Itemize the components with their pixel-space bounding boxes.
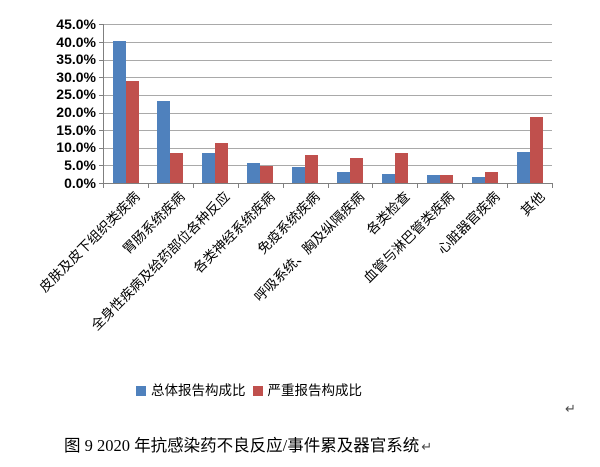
y-tick-label: 20.0% xyxy=(56,104,96,120)
y-tick-0pct xyxy=(99,183,103,184)
legend-swatch-total xyxy=(136,386,146,396)
y-tick-30pct xyxy=(99,77,103,79)
gridline-25pct xyxy=(103,94,552,96)
x-tick xyxy=(282,183,284,188)
x-tick xyxy=(552,183,553,188)
gridline-15pct xyxy=(103,130,552,132)
bar-serious-7 xyxy=(394,152,408,183)
y-tick-40pct xyxy=(99,42,103,43)
x-tick xyxy=(147,183,149,188)
y-tick-25pct xyxy=(99,94,103,96)
bar-total-3 xyxy=(202,153,216,183)
y-tick-label: 35.0% xyxy=(56,51,96,68)
x-tick xyxy=(417,183,419,188)
gridline-30pct xyxy=(103,77,552,79)
bar-serious-4 xyxy=(260,165,274,183)
figure-caption-text: 图 9 2020 年抗感染药不良反应/事件累及器官系统 xyxy=(64,436,420,455)
y-tick-label: 15.0% xyxy=(56,121,96,138)
chart-legend: 总体报告构成比 严重报告构成比 xyxy=(136,383,362,399)
y-tick-label: 0.0% xyxy=(64,174,96,191)
bar-total-8 xyxy=(426,175,440,183)
x-tick xyxy=(192,183,194,188)
x-tick xyxy=(462,183,464,188)
y-tick-5pct xyxy=(99,165,103,167)
y-tick-label: 25.0% xyxy=(56,86,96,103)
caption-return-mark: ↵ xyxy=(421,440,433,455)
y-tick-45pct xyxy=(99,24,103,26)
x-tick xyxy=(507,183,509,188)
figure-caption: 图 9 2020 年抗感染药不良反应/事件累及器官系统 ↵ xyxy=(64,436,432,458)
x-tick xyxy=(372,183,374,188)
legend-item-total: 总体报告构成比 xyxy=(136,383,246,399)
bar-serious-2 xyxy=(170,152,184,183)
legend-label: 严重报告构成比 xyxy=(267,383,363,398)
bar-serious-1 xyxy=(125,81,139,183)
bar-serious-9 xyxy=(484,172,498,183)
y-tick-35pct xyxy=(99,59,103,61)
legend-label: 总体报告构成比 xyxy=(151,383,246,398)
gridline-10pct xyxy=(103,147,552,149)
y-tick-label: 5.0% xyxy=(64,156,96,173)
y-tick-10pct xyxy=(99,147,103,149)
y-tick-20pct xyxy=(99,112,103,114)
bar-serious-10 xyxy=(529,117,543,183)
legend-item-serious: 严重报告构成比 xyxy=(252,383,363,399)
bar-total-6 xyxy=(336,172,350,183)
bar-total-4 xyxy=(247,162,261,183)
legend-swatch-serious xyxy=(252,386,263,396)
bar-total-9 xyxy=(471,176,485,183)
x-category-label: 各类神经系统疾病 xyxy=(190,189,278,276)
gridline-20pct xyxy=(103,112,552,114)
bar-total-5 xyxy=(292,167,305,183)
x-axis-line xyxy=(103,183,552,184)
gridline-5pct xyxy=(103,165,552,167)
y-tick-label: 30.0% xyxy=(56,68,96,85)
y-axis-line xyxy=(103,24,104,183)
bar-serious-5 xyxy=(305,154,318,183)
y-tick-label: 45.0% xyxy=(56,15,96,32)
gridline-35pct xyxy=(103,59,552,61)
x-category-label: 其他 xyxy=(517,189,548,219)
y-tick-label: 40.0% xyxy=(56,33,96,50)
paragraph-return-mark: ↵ xyxy=(565,402,576,417)
bar-total-1 xyxy=(112,41,126,183)
bar-serious-6 xyxy=(349,157,363,183)
x-tick xyxy=(327,183,329,188)
gridline-45pct xyxy=(103,24,552,26)
bar-total-10 xyxy=(516,151,530,183)
y-tick-15pct xyxy=(99,130,103,132)
bar-serious-8 xyxy=(439,175,453,183)
x-tick xyxy=(237,183,239,188)
bar-total-2 xyxy=(157,101,171,183)
y-tick-label: 10.0% xyxy=(56,139,96,156)
x-tick xyxy=(103,183,104,188)
gridline-40pct xyxy=(103,42,552,43)
bar-total-7 xyxy=(381,173,395,183)
bar-serious-3 xyxy=(215,142,229,183)
